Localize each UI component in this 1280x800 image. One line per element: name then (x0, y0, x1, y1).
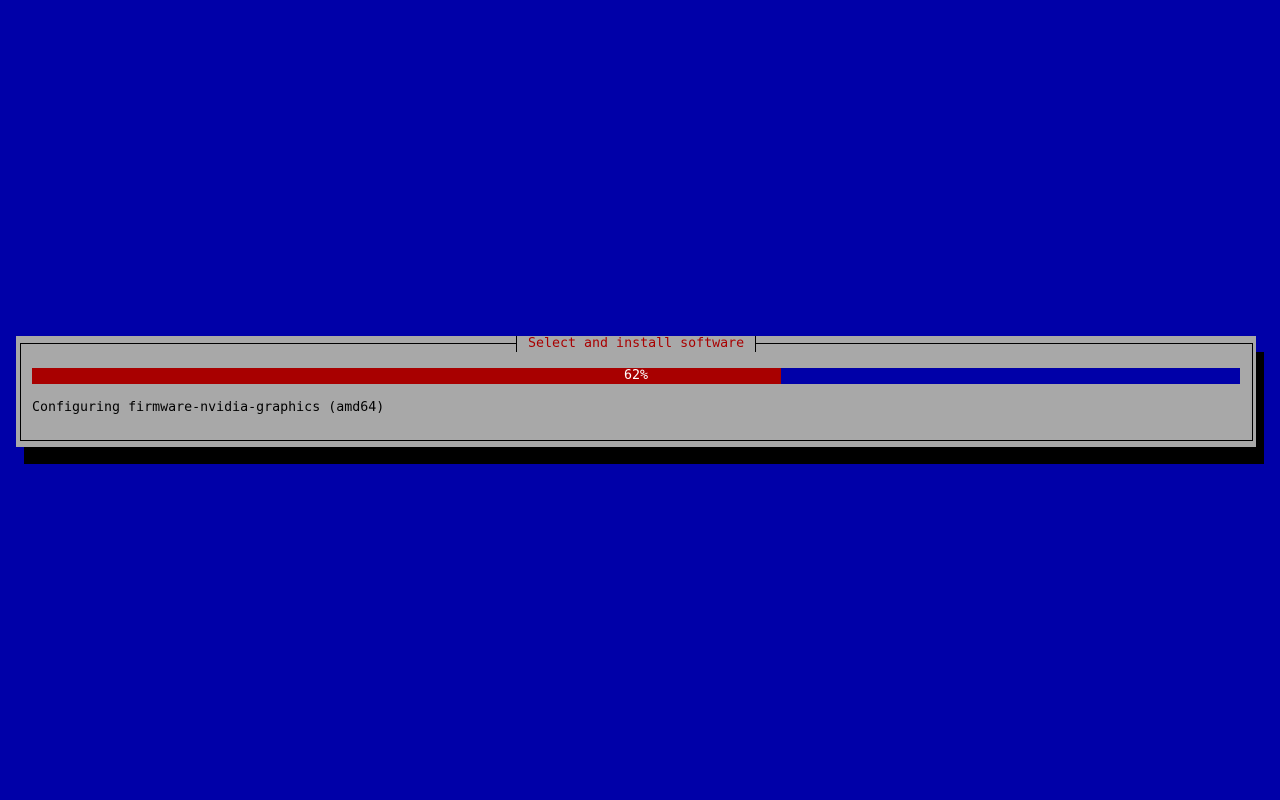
progress-fill (32, 368, 781, 384)
progress-dialog: Select and install software 62% Configur… (16, 336, 1256, 447)
dialog-title: Select and install software (516, 336, 757, 352)
dialog-frame (20, 343, 1253, 441)
status-text: Configuring firmware-nvidia-graphics (am… (32, 400, 385, 415)
progress-percent: 62% (623, 368, 649, 383)
dialog-shadow-right (1256, 352, 1264, 464)
dialog-shadow-bottom (24, 447, 1264, 464)
progress-bar: 62% (32, 368, 1240, 384)
